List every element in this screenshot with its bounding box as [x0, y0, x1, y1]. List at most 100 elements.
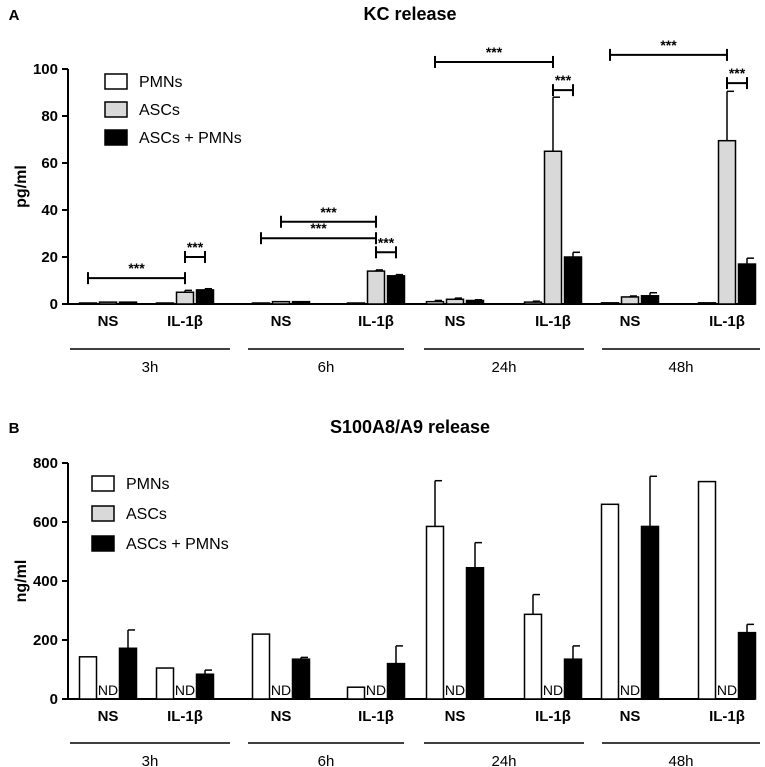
bar-ascs-pmns — [291, 300, 311, 305]
bar-pmns — [251, 302, 271, 305]
condition-label: IL-1β — [358, 708, 394, 725]
timepoint-label: 24h — [491, 359, 516, 376]
significance-label: *** — [378, 234, 395, 250]
condition-label: IL-1β — [709, 708, 745, 725]
significance-label: *** — [187, 239, 204, 255]
bar-ascs — [98, 301, 118, 305]
chart-title: S100A8/A9 release — [330, 417, 490, 437]
nd-label: ND — [543, 682, 563, 698]
nd-label: ND — [445, 682, 465, 698]
legend-label: ASCs — [139, 102, 180, 119]
significance-label: *** — [320, 204, 337, 220]
significance-label: *** — [555, 72, 572, 88]
condition-label: NS — [620, 313, 641, 330]
bar-ascs-pmns — [386, 275, 406, 305]
timepoint-label: 6h — [318, 359, 335, 376]
legend-swatch — [91, 475, 115, 492]
bar-ascs-pmns — [291, 658, 311, 700]
bar-ascs — [445, 298, 465, 305]
nd-label: ND — [98, 682, 118, 698]
bar-pmns — [78, 656, 98, 700]
bar-ascs-pmns — [640, 295, 660, 305]
bar-pmns — [251, 633, 271, 700]
nd-label: ND — [620, 682, 640, 698]
significance-label: *** — [729, 65, 746, 81]
bar-pmns — [600, 302, 620, 305]
condition-label: NS — [271, 708, 292, 725]
legend-label: ASCs + PMNs — [126, 536, 229, 553]
legend-swatch — [104, 73, 128, 90]
y-tick-label: 100 — [33, 61, 58, 78]
bar-pmns — [155, 302, 175, 305]
bar-pmns — [155, 667, 175, 700]
bar-ascs — [175, 291, 195, 305]
y-tick-label: 0 — [50, 691, 58, 708]
bar-pmns — [425, 300, 445, 305]
timepoint-label: 3h — [142, 359, 159, 376]
y-tick-label: 40 — [41, 202, 58, 219]
bar-ascs — [717, 139, 737, 305]
bar-ascs-pmns — [737, 631, 757, 700]
bar-pmns — [697, 302, 717, 305]
bar-ascs-pmns — [737, 263, 757, 305]
condition-label: IL-1β — [167, 313, 203, 330]
panel-letter: A — [9, 7, 20, 24]
condition-label: NS — [98, 313, 119, 330]
bar-ascs-pmns — [118, 301, 138, 305]
condition-label: NS — [445, 708, 466, 725]
chart-title: KC release — [363, 4, 456, 24]
condition-label: IL-1β — [535, 313, 571, 330]
y-tick-label: 80 — [41, 108, 58, 125]
condition-label: NS — [98, 708, 119, 725]
bar-pmns — [523, 613, 543, 700]
significance-label: *** — [486, 44, 503, 60]
timepoint-label: 6h — [318, 753, 335, 767]
bar-ascs — [620, 296, 640, 305]
condition-label: NS — [445, 313, 466, 330]
timepoint-label: 48h — [668, 359, 693, 376]
bar-ascs-pmns — [563, 256, 583, 305]
bar-ascs-pmns — [465, 299, 485, 305]
legend-swatch — [91, 505, 115, 522]
nd-label: ND — [717, 682, 737, 698]
condition-label: IL-1β — [167, 708, 203, 725]
timepoint-label: 3h — [142, 753, 159, 767]
nd-label: ND — [366, 682, 386, 698]
bar-ascs-pmns — [640, 525, 660, 700]
legend-label: ASCs — [126, 506, 167, 523]
y-tick-label: 60 — [41, 155, 58, 172]
condition-label: IL-1β — [709, 313, 745, 330]
bar-ascs-pmns — [386, 662, 406, 700]
legend-swatch — [104, 101, 128, 118]
legend-swatch — [91, 535, 115, 552]
bar-ascs-pmns — [195, 289, 215, 305]
y-tick-label: 400 — [33, 573, 58, 590]
condition-label: IL-1β — [358, 313, 394, 330]
timepoint-label: 48h — [668, 753, 693, 767]
legend-label: ASCs + PMNs — [139, 130, 242, 147]
condition-label: IL-1β — [535, 708, 571, 725]
bar-ascs-pmns — [118, 647, 138, 700]
bar-ascs — [271, 300, 291, 305]
bar-pmns — [346, 686, 366, 700]
bar-pmns — [425, 525, 445, 700]
legend-swatch — [104, 129, 128, 146]
significance-label: *** — [660, 37, 677, 53]
nd-label: ND — [271, 682, 291, 698]
legend-label: PMNs — [126, 476, 170, 493]
timepoint-label: 24h — [491, 753, 516, 767]
legend-label: PMNs — [139, 74, 183, 91]
panel-letter: B — [9, 420, 20, 437]
bar-pmns — [600, 503, 620, 700]
nd-label: ND — [175, 682, 195, 698]
bar-ascs-pmns — [465, 566, 485, 700]
bar-ascs-pmns — [563, 658, 583, 700]
significance-label: *** — [128, 260, 145, 276]
y-tick-label: 20 — [41, 249, 58, 266]
y-axis-label: pg/ml — [13, 165, 30, 208]
y-tick-label: 800 — [33, 455, 58, 472]
bar-pmns — [523, 301, 543, 305]
y-tick-label: 0 — [50, 296, 58, 313]
condition-label: NS — [271, 313, 292, 330]
